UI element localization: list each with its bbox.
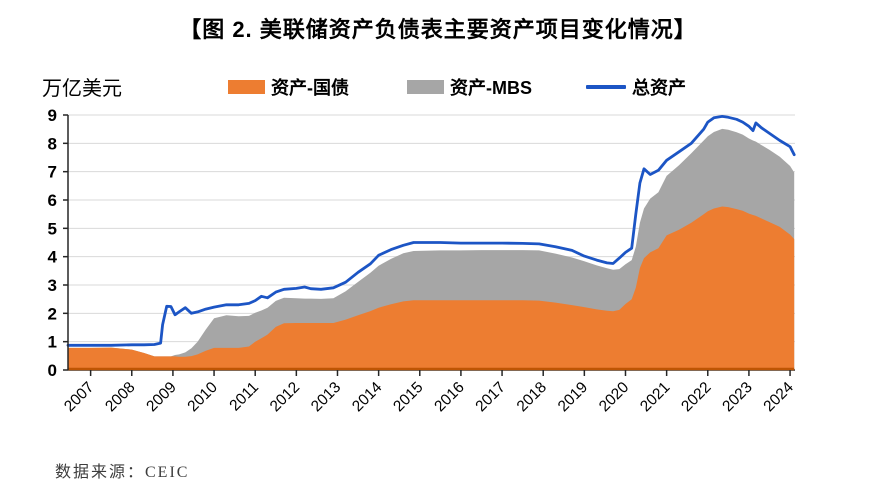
x-tick-label: 2023 <box>719 379 755 415</box>
x-tick-label: 2021 <box>637 379 673 415</box>
x-tick-label: 2020 <box>596 379 633 416</box>
y-tick-label: 0 <box>48 361 57 380</box>
y-tick-label: 1 <box>48 333 57 352</box>
total-assets-line <box>66 114 796 347</box>
y-tick-label: 6 <box>48 191 57 210</box>
x-tick-label: 2009 <box>143 379 179 415</box>
x-tick-label: 2010 <box>184 379 221 416</box>
legend-item-treasury: 资产-国债 <box>228 74 349 100</box>
x-tick-label: 2024 <box>760 379 797 416</box>
x-tick-label: 2007 <box>61 379 97 415</box>
y-tick-label: 4 <box>48 248 58 267</box>
x-tick-label: 2016 <box>431 379 467 415</box>
legend-label-total: 总资产 <box>632 78 686 98</box>
legend-item-total-assets: 总资产 <box>586 74 686 100</box>
mbs-area <box>68 128 795 370</box>
x-tick-label: 2013 <box>308 379 344 415</box>
legend-swatch-treasury-icon <box>228 80 265 94</box>
x-tick-label: 2018 <box>514 379 550 415</box>
y-tick-label: 5 <box>48 219 57 238</box>
x-tick-label: 2017 <box>472 379 508 415</box>
y-tick-label: 8 <box>48 134 57 153</box>
x-tick-label: 2022 <box>678 379 714 415</box>
data-source: 数据来源：CEIC <box>55 464 190 481</box>
x-tick-label: 2014 <box>349 379 386 416</box>
y-tick-label: 3 <box>48 276 57 295</box>
legend-item-mbs: 资产-MBS <box>407 74 532 100</box>
x-tick-label: 2019 <box>555 379 591 415</box>
x-tick-label: 2015 <box>390 379 426 415</box>
y-tick-label: 7 <box>48 163 57 182</box>
legend-line-total-icon <box>586 85 626 89</box>
y-tick-label: 2 <box>48 304 57 323</box>
x-tick-label: 2012 <box>267 379 303 415</box>
legend-swatch-mbs-icon <box>407 80 444 94</box>
balance-sheet-chart: 0 1 2 3 4 5 6 7 8 9 2007 2008 2009 2010 2011 2012 2013 20… <box>22 105 854 465</box>
x-tick-label: 2008 <box>102 379 138 415</box>
y-axis-unit-label: 万亿美元 <box>42 78 122 100</box>
x-tick-label: 2011 <box>226 379 262 415</box>
legend-label-treasury: 资产-国债 <box>271 78 349 98</box>
y-tick-label: 9 <box>48 106 57 125</box>
treasury-area <box>68 206 795 370</box>
chart-title: 【图 2. 美联储资产负债表主要资产项目变化情况】 <box>179 17 697 42</box>
legend-label-mbs: 资产-MBS <box>450 78 532 98</box>
